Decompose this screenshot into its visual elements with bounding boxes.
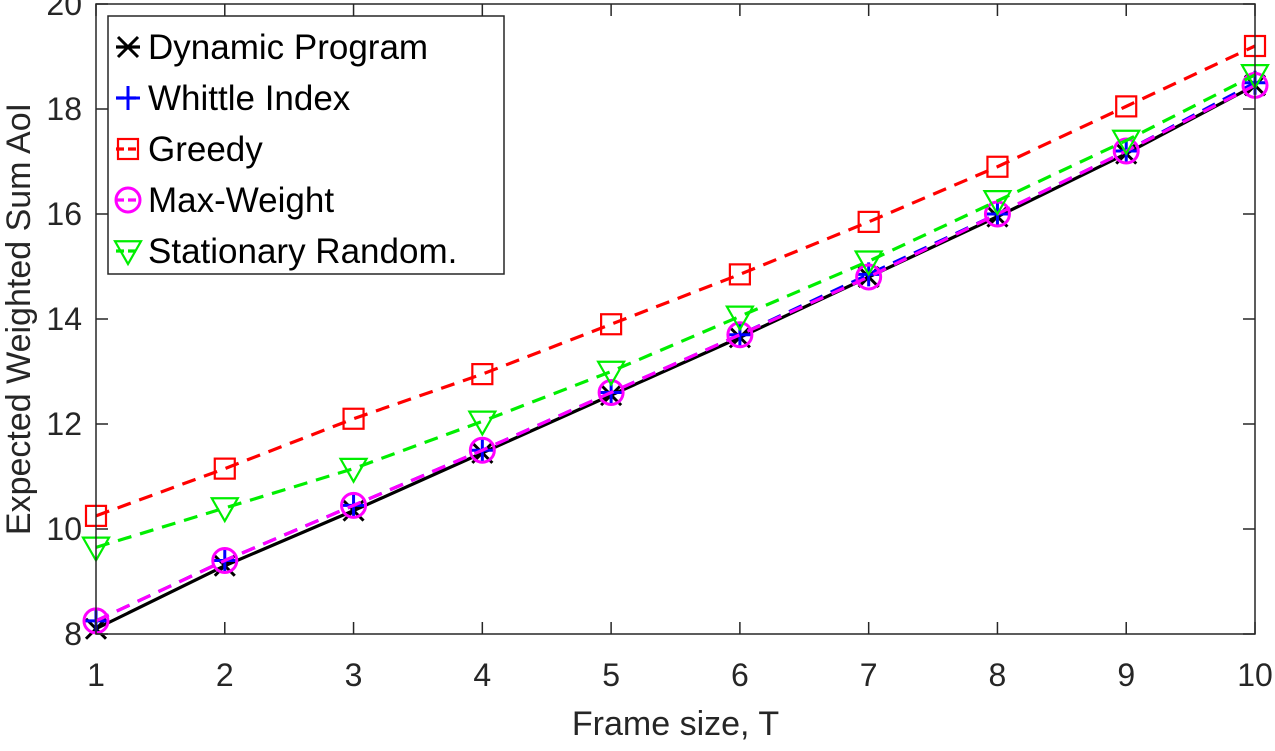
legend-item-stationary-random: Stationary Random.: [113, 232, 457, 271]
legend-label-greedy: Greedy: [148, 130, 263, 169]
legend-item-max-weight: Max-Weight: [114, 181, 334, 220]
series-greedy: [84, 34, 1267, 527]
x-axis-label: Frame size, T: [572, 705, 779, 743]
data-point-stationary-random: [724, 305, 755, 332]
legend-item-greedy: Greedy: [116, 130, 263, 169]
y-tick-label: 16: [46, 196, 82, 232]
y-tick-label: 18: [46, 91, 82, 127]
data-point-stationary-random: [209, 497, 240, 524]
y-axis-label: Expected Weighted Sum AoI: [0, 103, 38, 535]
data-point-greedy: [213, 457, 236, 480]
y-tick-label: 14: [46, 301, 82, 337]
data-point-greedy: [857, 210, 880, 233]
x-tick-label: 2: [216, 657, 234, 693]
series-line-greedy: [95, 44, 1256, 518]
data-point-greedy: [471, 363, 494, 386]
data-point-max-weight: [340, 491, 368, 519]
data-point-greedy: [342, 407, 365, 430]
data-point-max-weight: [855, 263, 883, 291]
legend-marker-max-weight: [114, 186, 142, 214]
series-layer: [81, 34, 1270, 640]
legend-label-max-weight: Max-Weight: [148, 181, 334, 220]
data-point-stationary-random: [467, 410, 498, 437]
legend-label-stationary-random: Stationary Random.: [148, 232, 457, 271]
x-tick-label: 7: [860, 657, 878, 693]
legend-box: [107, 15, 505, 275]
legend-label-dynamic-program: Dynamic Program: [148, 28, 428, 67]
x-tick-label: 4: [473, 657, 491, 693]
x-tick-label: 3: [345, 657, 363, 693]
y-tick-label: 10: [46, 511, 82, 547]
legend-item-whittle-index: Whittle Index: [116, 79, 351, 118]
x-axis-ticks: 1 2 3 4 5 6 7 8 9 10: [87, 4, 1273, 693]
x-tick-label: 9: [1117, 657, 1135, 693]
series-line-dynamic-program: [95, 83, 1256, 631]
legend-marker-stationary-random: [113, 240, 143, 267]
legend-label-whittle-index: Whittle Index: [148, 79, 351, 118]
data-point-stationary-random: [338, 457, 369, 484]
legend-marker-dynamic-program: [116, 35, 140, 59]
data-point-stationary-random: [596, 360, 627, 387]
x-tick-label: 5: [602, 657, 620, 693]
legend-marker-greedy: [116, 137, 140, 161]
data-point-max-weight: [726, 321, 754, 349]
series-line-stationary-random: [95, 73, 1256, 549]
data-point-stationary-random: [982, 190, 1013, 217]
legend-marker-whittle-index: [116, 86, 140, 110]
data-point-stationary-random: [853, 250, 884, 277]
x-tick-label: 1: [87, 657, 105, 693]
series-line-max-weight: [95, 83, 1256, 623]
x-tick-label: 6: [731, 657, 749, 693]
x-tick-label: 10: [1237, 657, 1273, 693]
y-tick-label: 12: [46, 406, 82, 442]
data-point-greedy: [986, 155, 1009, 178]
series-stationary-random: [81, 64, 1270, 563]
data-point-whittle-index: [727, 322, 752, 347]
x-tick-label: 8: [989, 657, 1007, 693]
data-point-greedy: [728, 263, 751, 286]
data-point-max-weight: [468, 436, 496, 464]
legend-item-dynamic-program: Dynamic Program: [116, 28, 428, 67]
data-point-greedy: [600, 313, 623, 336]
data-point-max-weight: [211, 547, 239, 574]
data-point-stationary-random: [1111, 129, 1142, 156]
y-tick-label: 20: [46, 0, 82, 22]
data-point-max-weight: [597, 379, 625, 406]
y-tick-label: 8: [64, 616, 82, 652]
data-point-greedy: [1115, 95, 1138, 118]
y-axis-ticks: 8 10 12 14 16 18 20: [46, 0, 1255, 652]
legend: Dynamic Program Whittle Index Greedy Max-We…: [107, 15, 505, 275]
